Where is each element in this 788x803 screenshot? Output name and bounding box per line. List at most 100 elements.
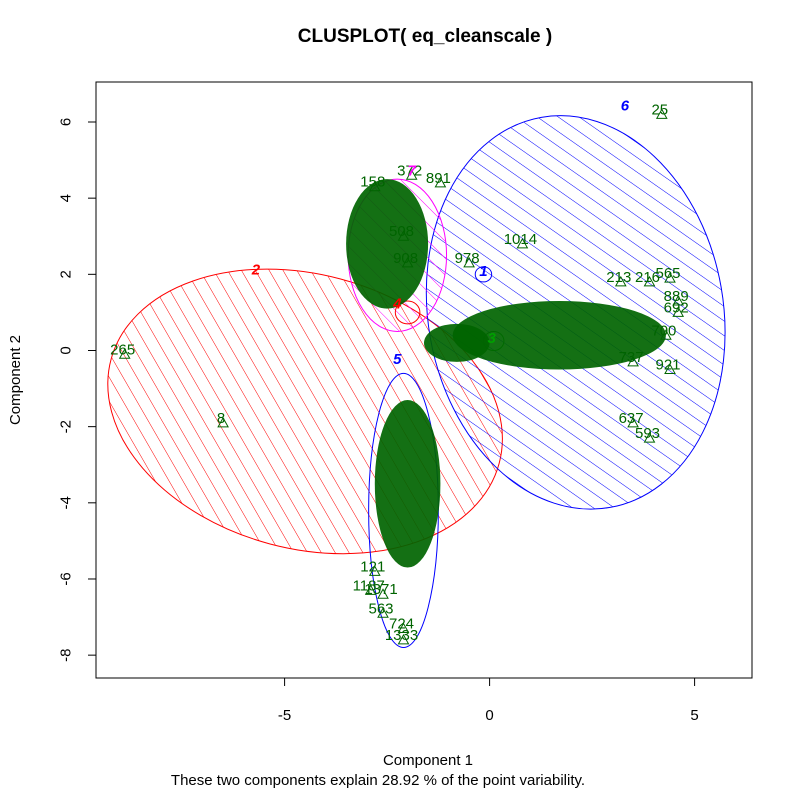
point-marker [664, 272, 676, 283]
point-label: 737 [619, 349, 644, 366]
x-tick-label: -5 [278, 707, 291, 724]
point-label: 891 [426, 170, 451, 187]
point-372: 372 [397, 162, 422, 180]
point-marker [655, 108, 668, 119]
point-marker [118, 348, 131, 359]
point-marker [368, 180, 381, 192]
point-216: 216 [635, 269, 660, 287]
point-cloud-3 [452, 300, 666, 370]
point-121: 121 [360, 558, 385, 576]
point-891: 891 [426, 170, 451, 188]
point-label: 1187 [353, 577, 385, 594]
point-label: 921 [655, 357, 680, 374]
x-tick-label: 5 [690, 707, 698, 724]
point-cloud-4 [424, 323, 490, 362]
point-label: 1333 [385, 627, 418, 644]
point-marker [401, 256, 414, 268]
cluster-label-5: 5 [393, 351, 402, 368]
point-label: 216 [635, 269, 660, 286]
point-921: 921 [655, 357, 681, 375]
point-213: 213 [606, 269, 631, 287]
y-axis: -8 -6 -4 -2 0 2 4 6 [58, 118, 96, 662]
point-label: 158 [360, 174, 385, 191]
point-8: 8 [217, 410, 229, 428]
point-marker [672, 294, 685, 306]
point-label: 692 [664, 299, 689, 316]
point-cloud-1 [346, 179, 429, 309]
y-axis-label: Component 2 [7, 335, 24, 425]
point-marker [664, 363, 676, 375]
point-label: 637 [619, 410, 644, 427]
point-563: 563 [368, 600, 394, 618]
y-tick-label: -8 [58, 648, 75, 661]
point-1014: 1014 [504, 231, 537, 249]
y-tick-label: -6 [58, 572, 75, 585]
point-label: 724 [389, 615, 414, 632]
point-marker [368, 565, 381, 576]
point-508: 508 [389, 223, 414, 241]
x-axis: -5 0 5 [278, 677, 699, 724]
cluster-1-ellipse [474, 266, 493, 283]
point-label: 1014 [504, 231, 537, 248]
point-marker [217, 416, 229, 428]
cluster-4-ellipse [394, 300, 421, 325]
point-724: 724 [389, 615, 414, 633]
point-label: 889 [664, 288, 689, 305]
point-908: 908 [393, 250, 418, 268]
point-158: 158 [360, 174, 385, 192]
cluster-label-6: 6 [621, 98, 630, 115]
point-25: 25 [651, 101, 668, 119]
point-marker [405, 169, 418, 180]
point-marker [627, 355, 639, 367]
point-889: 889 [664, 288, 689, 306]
point-marker [434, 176, 447, 188]
chart-title: CLUSPLOT( eq_cleanscale ) [298, 26, 552, 47]
point-565: 565 [655, 265, 681, 283]
point-1187: 1187 [353, 577, 385, 595]
point-marker [660, 329, 672, 340]
point-label: 265 [110, 341, 135, 358]
cluster-label-7: 7 [408, 162, 417, 179]
point-label: 25 [651, 101, 668, 118]
point-700: 700 [651, 322, 676, 340]
point-label: 700 [651, 322, 676, 339]
point-marker [377, 607, 389, 618]
point-265: 265 [110, 341, 135, 359]
cluster-labels: 2 6 7 5 4 1 3 [251, 98, 630, 368]
point-marker [627, 416, 639, 428]
cluster-label-4: 4 [392, 296, 402, 313]
point-label: 563 [368, 600, 393, 617]
point-label: 565 [655, 265, 680, 282]
point-label: 8 [217, 410, 225, 427]
point-cloud-2 [374, 399, 441, 568]
point-label: 372 [397, 162, 422, 179]
point-593: 593 [635, 425, 660, 443]
y-tick-label: 6 [58, 118, 75, 126]
cluster-label-3: 3 [487, 330, 496, 347]
point-label: 121 [360, 558, 385, 575]
x-tick-label: 0 [485, 707, 493, 724]
point-label: 213 [606, 269, 631, 286]
point-978: 978 [455, 250, 480, 268]
y-tick-label: 4 [58, 194, 75, 202]
point-1333: 1333 [385, 627, 418, 645]
cluster-label-1: 1 [479, 263, 487, 280]
point-637: 637 [619, 410, 644, 428]
point-clouds [346, 179, 666, 568]
point-marker [614, 275, 627, 287]
point-marker [364, 584, 377, 595]
point-label: 508 [389, 223, 414, 240]
point-marker [463, 256, 475, 268]
variability-footnote: These two components explain 28.92 % of … [171, 772, 585, 789]
x-axis-label: Component 1 [383, 752, 473, 769]
point-marker [397, 230, 410, 241]
point-marker [643, 275, 656, 287]
point-marker [643, 432, 656, 443]
point-737: 737 [619, 349, 644, 367]
point-marker [397, 622, 410, 633]
point-marker [672, 306, 685, 317]
point-marker [397, 633, 410, 645]
point-marker [377, 588, 389, 599]
point-label: 593 [635, 425, 660, 442]
